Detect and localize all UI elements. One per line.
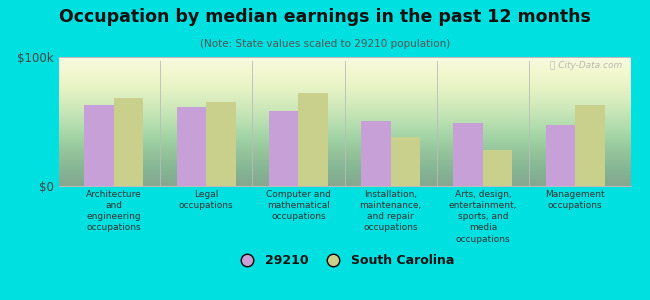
Bar bbox=[206, 102, 236, 186]
Text: (Note: State values scaled to 29210 population): (Note: State values scaled to 29210 popu… bbox=[200, 39, 450, 49]
Bar bbox=[298, 93, 328, 186]
Bar bbox=[575, 105, 604, 186]
Bar bbox=[453, 123, 483, 186]
Bar bbox=[84, 105, 114, 186]
Bar bbox=[361, 122, 391, 186]
Bar bbox=[545, 125, 575, 186]
Text: Ⓜ City-Data.com: Ⓜ City-Data.com bbox=[550, 61, 622, 70]
Bar bbox=[483, 150, 512, 186]
Legend: 29210, South Carolina: 29210, South Carolina bbox=[235, 254, 454, 268]
Bar bbox=[391, 137, 420, 186]
Bar bbox=[269, 111, 298, 186]
Bar bbox=[177, 107, 206, 186]
Text: Occupation by median earnings in the past 12 months: Occupation by median earnings in the pas… bbox=[59, 8, 591, 26]
Bar bbox=[114, 98, 144, 186]
